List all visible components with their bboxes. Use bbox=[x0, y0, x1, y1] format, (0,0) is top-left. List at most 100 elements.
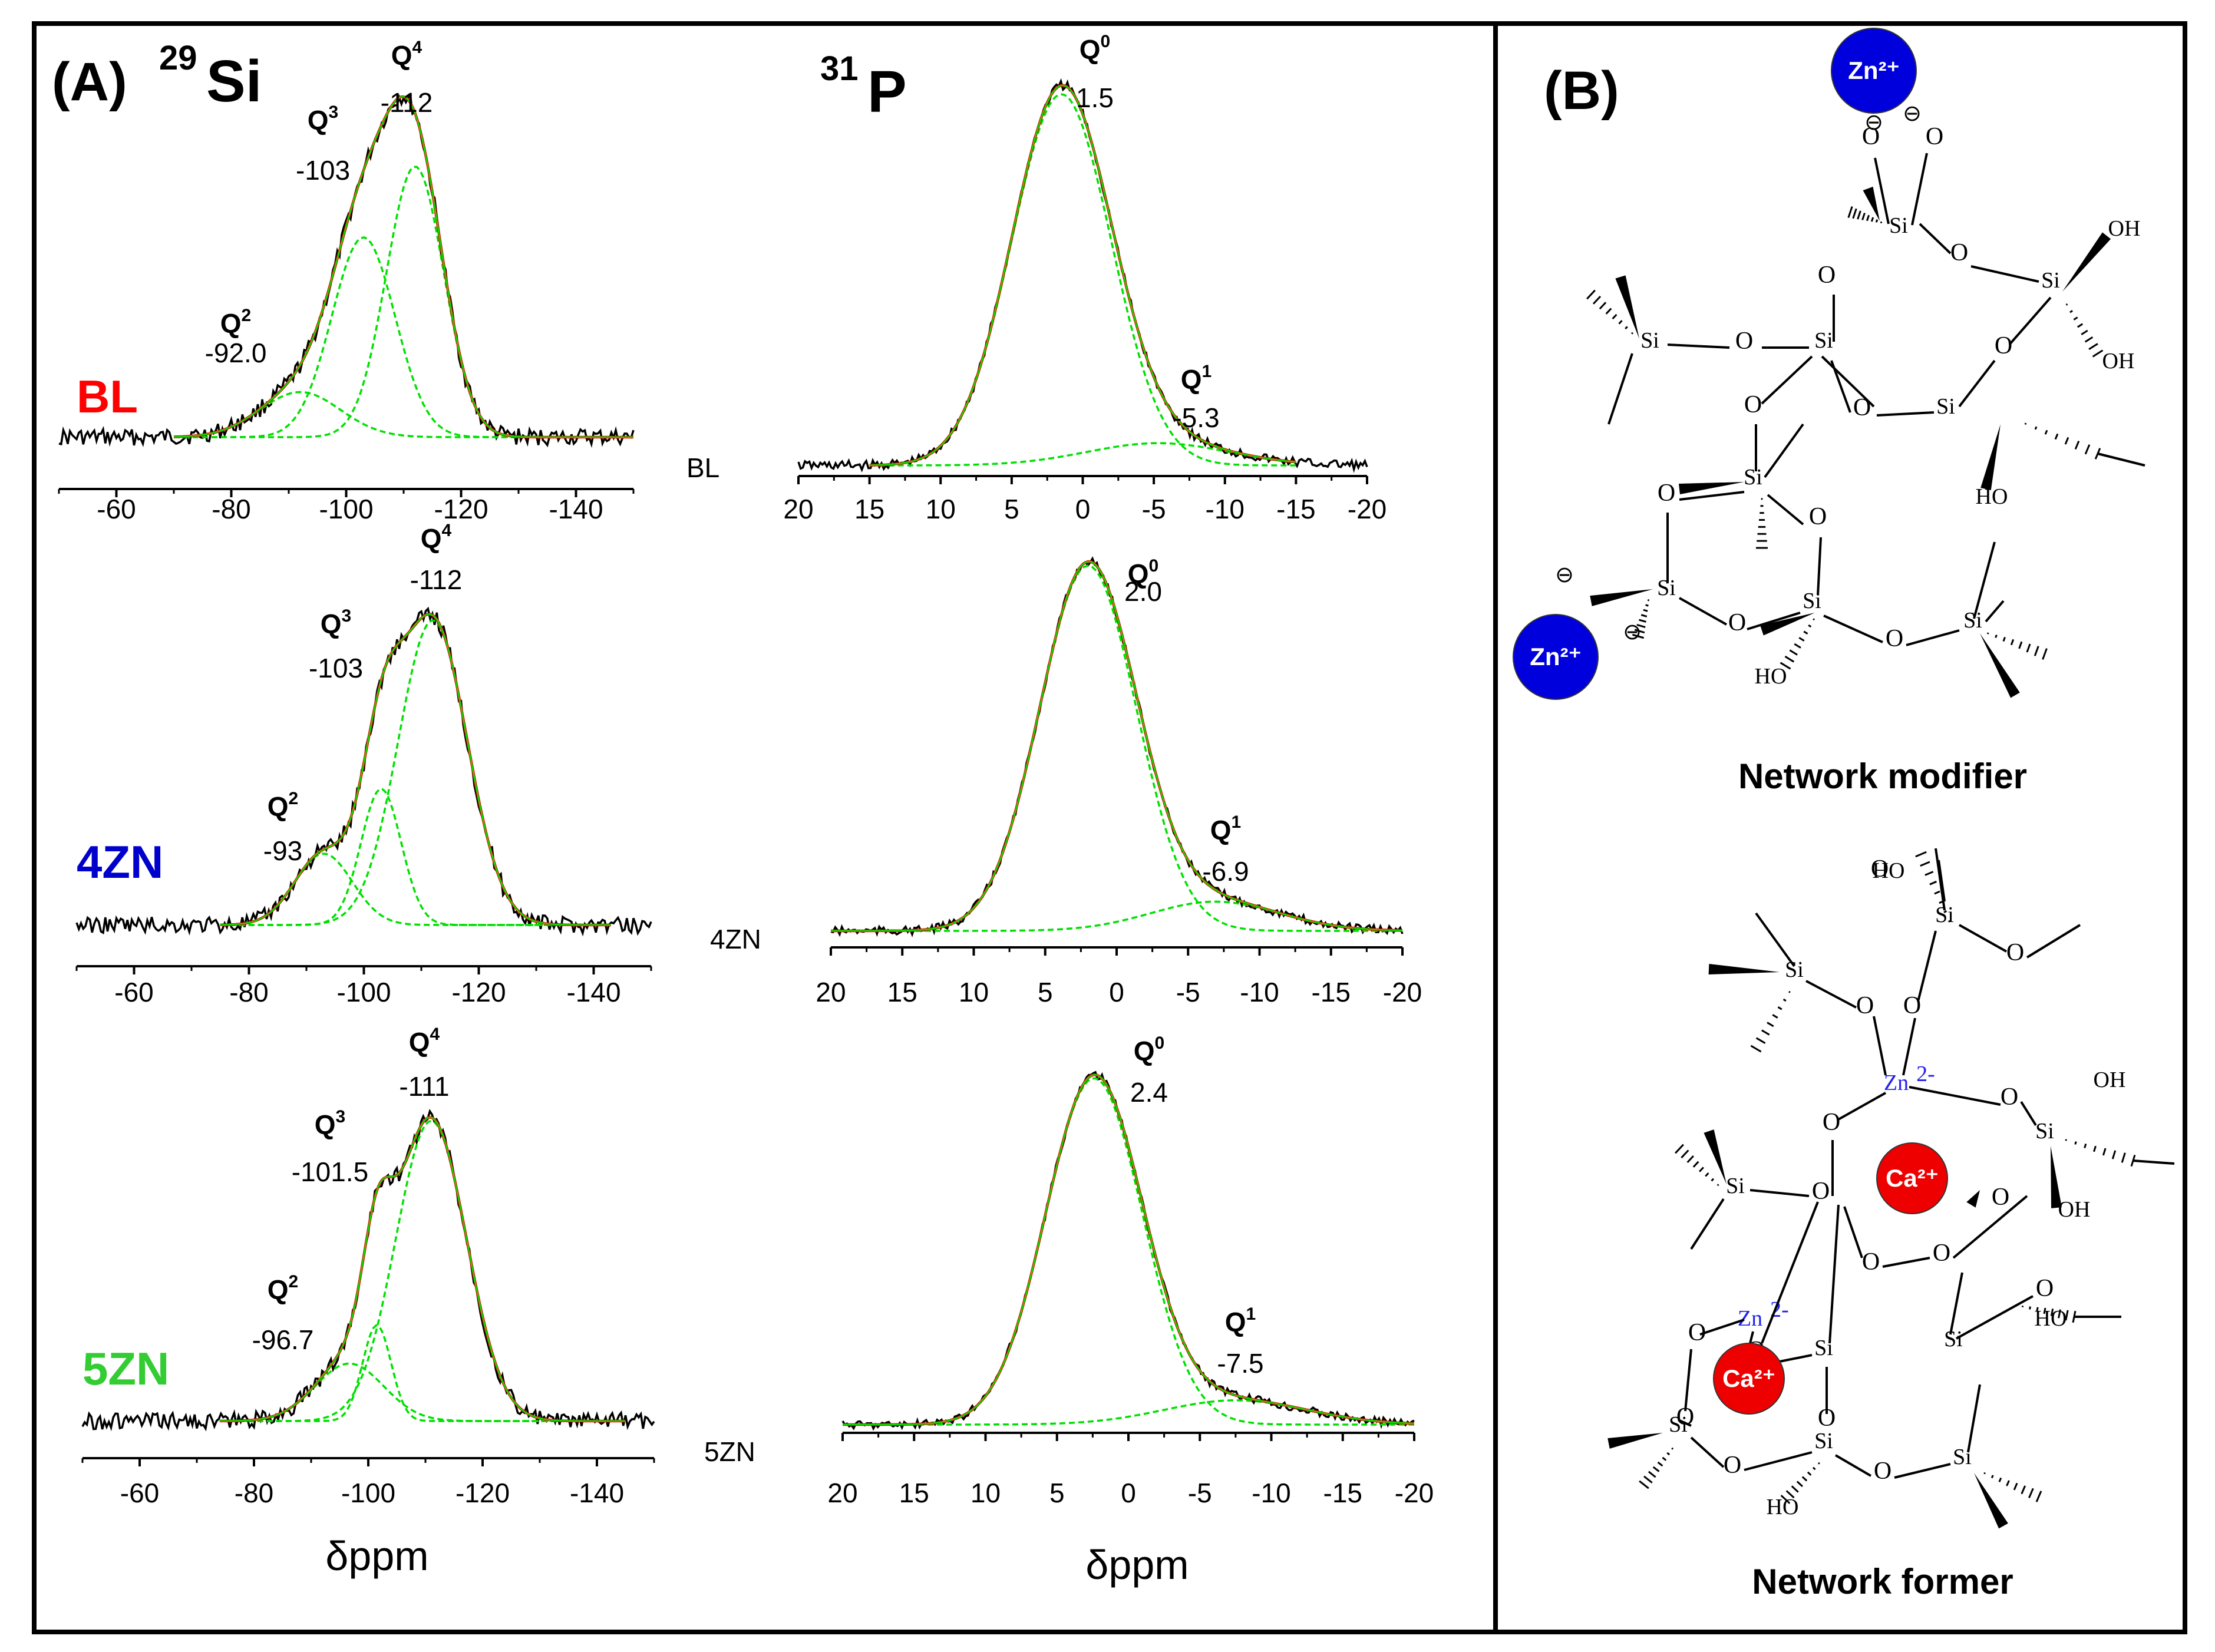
deconvolution-peak-Q4 bbox=[219, 1119, 626, 1422]
peak-label-Q1: Q1 bbox=[1181, 362, 1212, 395]
peak-label-Q4: Q4 bbox=[421, 521, 452, 554]
bond bbox=[1764, 423, 1804, 478]
hydroxyl-label: OH bbox=[2102, 349, 2135, 374]
peak-q-index: 3 bbox=[342, 606, 352, 626]
hash-bond bbox=[1586, 289, 1596, 300]
hash-bond bbox=[2021, 1485, 2026, 1495]
peak-q: Q bbox=[1128, 559, 1149, 589]
sample-label-BL: BL bbox=[77, 371, 138, 422]
oxygen-atom: O bbox=[1886, 625, 1903, 652]
structure-diagrams: Si O Si O Si O Si O O Si O Si O Si O Si O O Si O O OH OH HO HO ⊖ ⊖… bbox=[1513, 28, 2175, 1529]
bond bbox=[1970, 265, 2039, 283]
oxygen-atom: O bbox=[1862, 123, 1880, 150]
hash-bond bbox=[1605, 308, 1612, 315]
hash-bond bbox=[2065, 1139, 2068, 1141]
wedge-bond bbox=[1704, 1129, 1727, 1184]
hash-bond bbox=[1782, 998, 1787, 1002]
oxygen-atom: O bbox=[1995, 332, 2012, 359]
hash-bond bbox=[1671, 1447, 1674, 1450]
hash-bond bbox=[1666, 1452, 1671, 1456]
bond bbox=[1761, 1201, 1819, 1344]
hash-bond bbox=[1761, 1029, 1770, 1036]
wedge-bond bbox=[1615, 275, 1639, 339]
hash-bond bbox=[1772, 1014, 1778, 1019]
wedge-bond bbox=[1980, 424, 2001, 490]
calcium-bottom-ion-label: Ca²⁺ bbox=[1722, 1364, 1775, 1392]
hash-bond bbox=[2073, 316, 2078, 321]
bond bbox=[1919, 223, 1952, 255]
panel-b-label: (B) bbox=[1544, 61, 1619, 121]
hash-bond bbox=[1857, 210, 1861, 220]
x-tick-label: 15 bbox=[887, 977, 917, 1007]
bond bbox=[1828, 1204, 1840, 1344]
peak-shift-Q3: -103 bbox=[296, 155, 350, 186]
wedge-bond bbox=[1966, 1190, 1980, 1208]
wedge-bond bbox=[1760, 613, 1815, 636]
x-tick-label: 20 bbox=[783, 494, 813, 524]
silicon-atom: Si bbox=[1669, 1412, 1688, 1437]
si-header: Si bbox=[206, 48, 262, 114]
x-tick-label: -5 bbox=[1176, 977, 1200, 1007]
x-tick-label: 5 bbox=[1004, 494, 1019, 524]
hash-bond bbox=[1943, 910, 1947, 913]
hash-bond bbox=[2093, 1145, 2097, 1152]
oxygen-atom: O bbox=[1735, 328, 1753, 355]
peak-q-index: 0 bbox=[1101, 32, 1111, 51]
hash-bond bbox=[2006, 1480, 2010, 1486]
bond bbox=[1821, 355, 1875, 408]
silicon-atom: Si bbox=[1640, 328, 1659, 353]
experimental-trace bbox=[58, 92, 635, 448]
x-tick-label: 15 bbox=[854, 494, 884, 524]
hash-bond bbox=[2054, 433, 2059, 440]
hydroxyl-label: HO bbox=[1873, 858, 1905, 883]
x-tick-label: -120 bbox=[451, 977, 506, 1007]
sample-label-4ZN: 4ZN bbox=[77, 836, 163, 888]
hash-bond bbox=[1817, 1462, 1820, 1465]
network-former-title: Network former bbox=[1752, 1562, 2013, 1601]
hash-bond bbox=[1632, 633, 1645, 639]
peak-label-Q4: Q4 bbox=[391, 38, 422, 71]
peak-q: Q bbox=[268, 791, 289, 822]
x-tick-label: -10 bbox=[1240, 977, 1279, 1007]
bond bbox=[1894, 1463, 1951, 1479]
zinc-atom-label: Zn bbox=[1738, 1306, 1762, 1331]
hash-bond bbox=[1847, 206, 1853, 218]
silicon-atom: Si bbox=[1963, 608, 1982, 633]
deconvolution-peak-Q1 bbox=[831, 900, 1403, 932]
hash-bond bbox=[1767, 1022, 1774, 1027]
fit-envelope-green bbox=[220, 613, 611, 926]
bond bbox=[1949, 1272, 1963, 1335]
peak-label-Q2: Q2 bbox=[268, 789, 298, 822]
silicon-atom: Si bbox=[2041, 268, 2060, 293]
hash-bond bbox=[2064, 437, 2069, 445]
fit-envelope-green bbox=[843, 1073, 1415, 1426]
peak-label-Q4: Q4 bbox=[409, 1025, 440, 1058]
x-tick-label: -5 bbox=[1188, 1478, 1212, 1508]
hash-bond bbox=[1789, 649, 1798, 656]
bond bbox=[1690, 1436, 1725, 1468]
hash-bond bbox=[1592, 295, 1602, 305]
hash-bond bbox=[2043, 1307, 2046, 1314]
peak-q-index: 2 bbox=[289, 789, 299, 808]
hash-bond bbox=[2013, 1482, 2018, 1491]
bond bbox=[2026, 924, 2081, 959]
sample-tag-BL: BL bbox=[686, 452, 719, 483]
peak-shift-Q0: 1.5 bbox=[1076, 82, 1114, 113]
peak-q: Q bbox=[1181, 364, 1202, 395]
wedge-bond bbox=[1607, 1433, 1663, 1449]
bond bbox=[1834, 1454, 1872, 1477]
hash-bond bbox=[1711, 1178, 1715, 1182]
deconvolution-peak-Q1 bbox=[843, 1399, 1415, 1426]
hash-bond bbox=[1861, 213, 1866, 220]
silicon-atom: Si bbox=[2035, 1119, 2054, 1144]
hash-bond bbox=[2034, 426, 2038, 430]
p-header-superscript: 31 bbox=[820, 49, 859, 88]
silicon-atom: Si bbox=[1785, 957, 1804, 982]
p-header: P bbox=[867, 59, 907, 125]
hydroxyl-label: HO bbox=[1976, 484, 2008, 509]
hash-bond bbox=[1636, 623, 1646, 629]
silicon-atom: Si bbox=[1744, 465, 1762, 490]
oxygen-atom: O bbox=[1933, 1240, 1950, 1267]
